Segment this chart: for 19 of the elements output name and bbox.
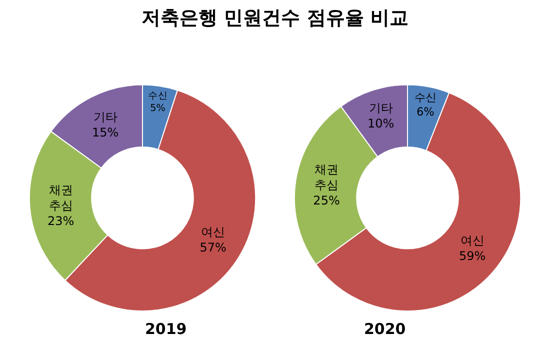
text: 2020: [364, 320, 406, 338]
data-label: 5%: [150, 102, 166, 114]
slice-label: 여신: [201, 224, 226, 239]
slice-label: 기타: [93, 110, 118, 124]
slice-label: 기타: [368, 100, 393, 115]
data-label: 25%: [313, 194, 340, 208]
slice-label: 수신: [148, 90, 168, 102]
data-label: 10%: [367, 116, 394, 131]
data-label: 6%: [416, 105, 435, 118]
data-label: 15%: [92, 126, 119, 140]
data-label: 23%: [48, 214, 74, 228]
slice-label: 채권추심: [48, 183, 73, 213]
data-label: 59%: [458, 248, 486, 263]
slice-label: 여신: [460, 233, 484, 248]
slice-label: 채권추심: [314, 162, 339, 192]
text: 2019: [145, 320, 187, 338]
data-label: 57%: [200, 240, 226, 254]
chart-title: 저축은행 민원건수 점유율 비교: [142, 6, 408, 29]
slice-label: 수신: [414, 90, 436, 104]
